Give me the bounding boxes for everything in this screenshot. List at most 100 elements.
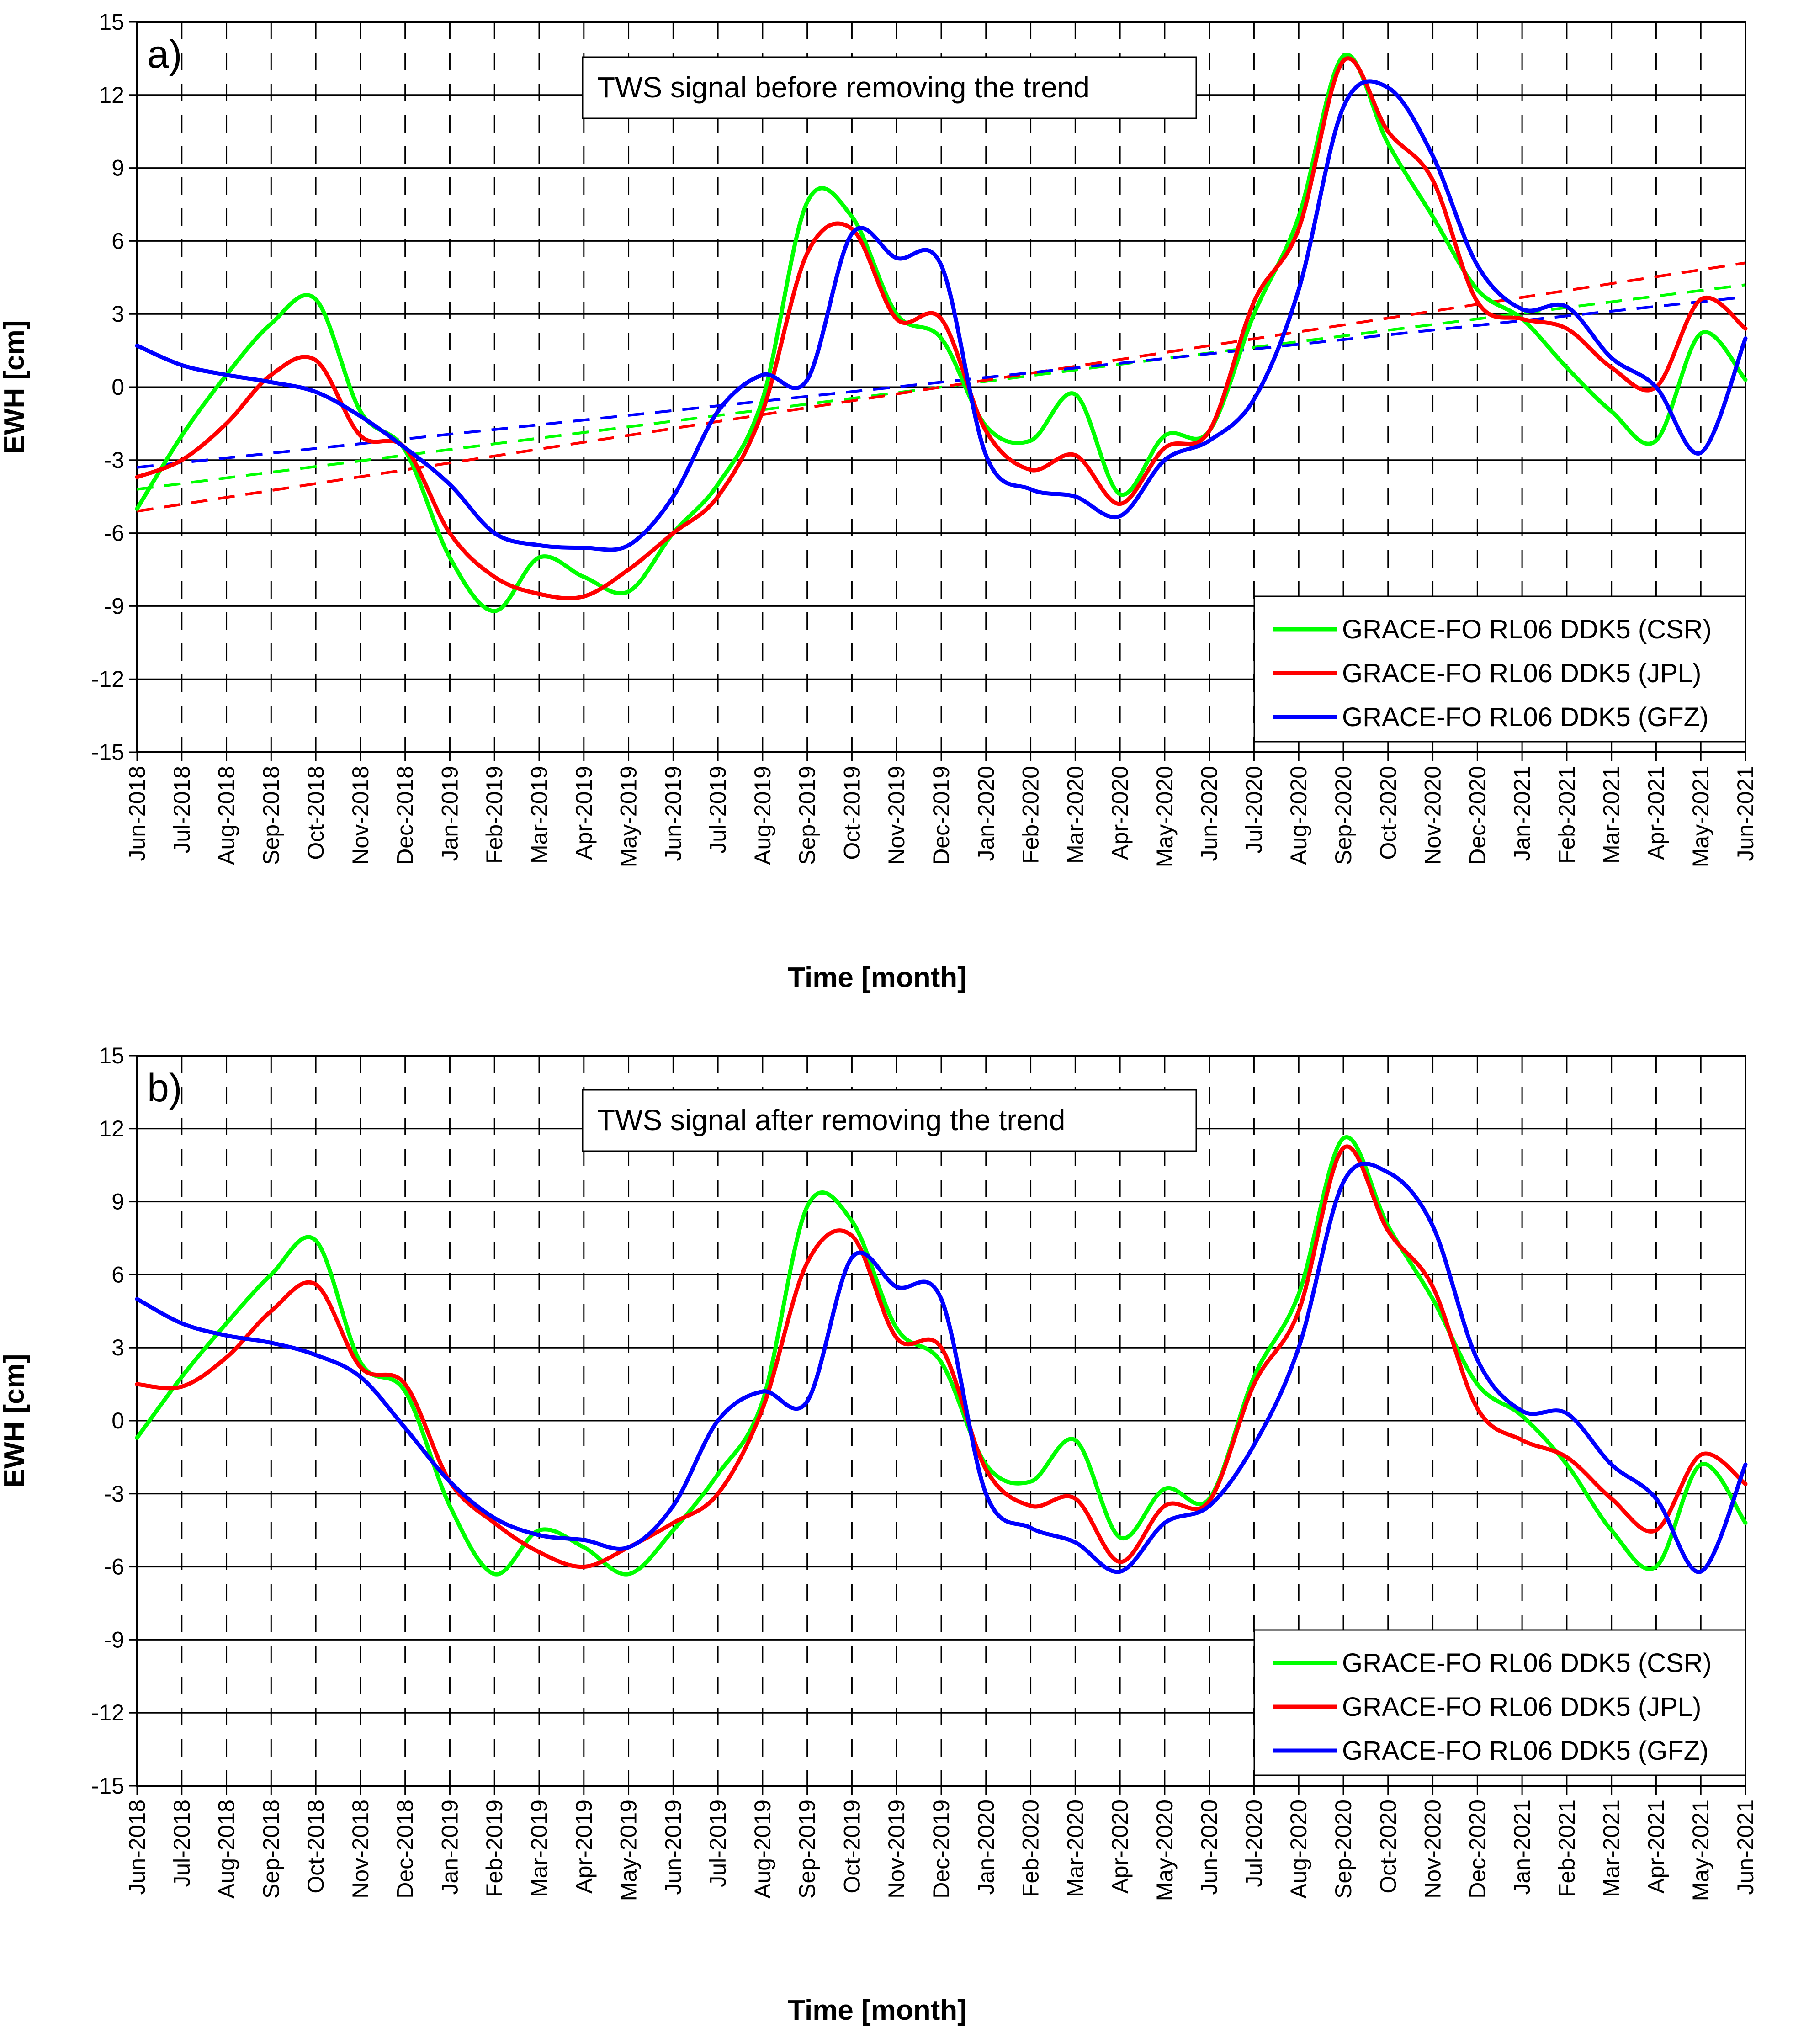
x-tick-label: Jan-2019 xyxy=(437,766,462,861)
y-tick-label: -12 xyxy=(91,1700,124,1725)
x-tick-label: May-2021 xyxy=(1688,1800,1713,1901)
y-tick-label: -12 xyxy=(91,666,124,692)
x-tick-label: Jan-2020 xyxy=(973,766,999,861)
y-tick-label: 6 xyxy=(111,228,124,254)
y-tick-label: 6 xyxy=(111,1262,124,1287)
y-tick-label: -15 xyxy=(91,739,124,765)
x-tick-label: Aug-2018 xyxy=(214,766,239,865)
legend-label-gfz: GRACE-FO RL06 DDK5 (GFZ) xyxy=(1342,1736,1708,1766)
x-tick-label: Feb-2020 xyxy=(1018,766,1044,864)
annotation-box xyxy=(582,56,1197,119)
x-tick-label: Apr-2021 xyxy=(1643,1800,1669,1894)
legend-label-gfz: GRACE-FO RL06 DDK5 (GFZ) xyxy=(1342,702,1708,732)
y-tick-label: 9 xyxy=(111,155,124,181)
x-tick-label: Apr-2019 xyxy=(571,1800,597,1894)
y-tick-label: 0 xyxy=(111,374,124,400)
x-tick-label: Jun-2018 xyxy=(124,1800,150,1895)
x-tick-label: Sep-2018 xyxy=(258,766,284,865)
x-tick-label: Jun-2020 xyxy=(1197,766,1222,861)
y-tick-label: 12 xyxy=(99,82,124,108)
plot-area-border xyxy=(136,21,1746,753)
legend-label-jpl: GRACE-FO RL06 DDK5 (JPL) xyxy=(1342,1692,1701,1722)
x-tick-label: Aug-2018 xyxy=(214,1800,239,1899)
x-tick-label: Apr-2020 xyxy=(1107,1800,1133,1894)
x-tick-label: Oct-2020 xyxy=(1375,766,1401,860)
annotation-text: TWS signal before removing the trend xyxy=(597,71,1090,104)
x-tick-label: Apr-2019 xyxy=(571,766,597,860)
x-tick-label: Jan-2021 xyxy=(1509,766,1535,861)
y-tick-label: 3 xyxy=(111,301,124,327)
series-line-jpl xyxy=(135,56,1748,600)
x-tick-label: Feb-2019 xyxy=(482,766,507,864)
x-tick-label: Mar-2021 xyxy=(1599,1800,1624,1897)
x-tick-label: Nov-2019 xyxy=(884,766,909,865)
x-tick-label: Jun-2019 xyxy=(660,766,686,861)
x-tick-label: Oct-2019 xyxy=(839,766,865,860)
y-tick-label: 9 xyxy=(111,1189,124,1215)
y-tick-label: -15 xyxy=(91,1773,124,1799)
x-tick-label: Apr-2020 xyxy=(1107,766,1133,860)
x-tick-label: Apr-2021 xyxy=(1643,766,1669,860)
x-tick-label: Mar-2020 xyxy=(1062,766,1088,864)
x-tick-label: May-2019 xyxy=(616,766,642,867)
x-tick-label: Sep-2019 xyxy=(795,1800,820,1899)
legend: GRACE-FO RL06 DDK5 (CSR) GRACE-FO RL06 DD… xyxy=(1253,595,1746,743)
y-tick-label: 0 xyxy=(111,1408,124,1433)
x-tick-label: Feb-2021 xyxy=(1554,1800,1580,1897)
legend-label-csr: GRACE-FO RL06 DDK5 (CSR) xyxy=(1342,1648,1712,1678)
x-tick-label: Jul-2020 xyxy=(1241,766,1267,854)
x-tick-label: Aug-2019 xyxy=(750,1800,775,1899)
x-tick-label: Feb-2021 xyxy=(1554,766,1580,864)
x-tick-label: Feb-2019 xyxy=(482,1800,507,1897)
series-line-gfz xyxy=(135,79,1748,552)
x-tick-label: Aug-2020 xyxy=(1286,766,1311,865)
x-tick-label: Jul-2019 xyxy=(705,1800,731,1887)
x-tick-label: May-2021 xyxy=(1688,766,1713,867)
x-tick-label: Dec-2020 xyxy=(1464,766,1490,865)
x-tick-label: Aug-2020 xyxy=(1286,1800,1311,1899)
trend-line-gfz xyxy=(137,295,1746,469)
x-tick-label: Jul-2019 xyxy=(705,766,731,854)
x-tick-label: Dec-2018 xyxy=(393,766,418,865)
x-tick-label: Jan-2020 xyxy=(973,1800,999,1895)
x-tick-label: Jun-2020 xyxy=(1197,1800,1222,1895)
panel-label: b) xyxy=(147,1066,182,1110)
x-tick-label: Oct-2018 xyxy=(303,1800,329,1894)
x-tick-label: Oct-2018 xyxy=(303,766,329,860)
y-tick-label: 15 xyxy=(99,1043,124,1068)
annotation-text: TWS signal after removing the trend xyxy=(597,1104,1065,1136)
x-tick-label: Jan-2019 xyxy=(437,1800,462,1895)
x-tick-label: Dec-2018 xyxy=(393,1800,418,1899)
x-tick-label: Mar-2019 xyxy=(526,1800,552,1897)
panel-label: a) xyxy=(147,32,182,76)
x-tick-label: Nov-2018 xyxy=(348,1800,373,1899)
x-tick-label: Dec-2019 xyxy=(928,766,954,865)
x-tick-label: Sep-2019 xyxy=(795,766,820,865)
x-tick-label: Feb-2020 xyxy=(1018,1800,1044,1897)
y-tick-label: 12 xyxy=(99,1116,124,1141)
y-tick-label: -9 xyxy=(104,1627,124,1652)
x-tick-label: Jun-2018 xyxy=(124,766,150,861)
x-tick-label: Mar-2019 xyxy=(526,766,552,864)
x-tick-label: Jun-2021 xyxy=(1733,1800,1758,1895)
x-tick-label: Sep-2020 xyxy=(1331,1800,1356,1899)
x-tick-label: Nov-2020 xyxy=(1420,766,1446,865)
annotation-box xyxy=(582,1089,1197,1152)
x-tick-label: Nov-2020 xyxy=(1420,1800,1446,1899)
y-tick-label: -3 xyxy=(104,1481,124,1507)
legend-label-jpl: GRACE-FO RL06 DDK5 (JPL) xyxy=(1342,658,1701,688)
x-tick-label: Jun-2021 xyxy=(1733,766,1758,861)
series-line-csr xyxy=(135,1135,1748,1577)
x-tick-label: Jul-2020 xyxy=(1241,1800,1267,1887)
x-axis-title: Time [month] xyxy=(788,1995,967,2026)
x-tick-label: May-2019 xyxy=(616,1800,642,1901)
y-tick-label: 3 xyxy=(111,1335,124,1360)
trend-line-csr xyxy=(137,283,1746,491)
x-tick-label: Jun-2019 xyxy=(660,1800,686,1895)
y-tick-label: -6 xyxy=(104,520,124,546)
x-tick-label: Nov-2018 xyxy=(348,766,373,865)
plot-area-border xyxy=(136,1055,1746,1787)
x-tick-label: Jul-2018 xyxy=(169,1800,195,1887)
